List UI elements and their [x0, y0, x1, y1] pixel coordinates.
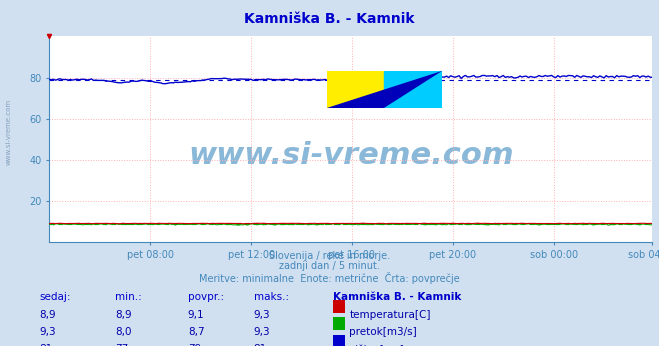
Text: www.si-vreme.com: www.si-vreme.com: [5, 98, 12, 165]
Text: Slovenija / reke in morje.: Slovenija / reke in morje.: [269, 251, 390, 261]
Text: pretok[m3/s]: pretok[m3/s]: [349, 327, 417, 337]
Text: 77: 77: [115, 344, 129, 346]
Text: Kamniška B. - Kamnik: Kamniška B. - Kamnik: [333, 292, 461, 302]
Text: Kamniška B. - Kamnik: Kamniška B. - Kamnik: [244, 12, 415, 26]
Bar: [327, 71, 384, 108]
Text: 8,9: 8,9: [40, 310, 56, 320]
Text: povpr.:: povpr.:: [188, 292, 224, 302]
Text: 81: 81: [254, 344, 267, 346]
Text: min.:: min.:: [115, 292, 142, 302]
Polygon shape: [384, 71, 442, 108]
Text: višina[cm]: višina[cm]: [349, 344, 404, 346]
Text: 9,3: 9,3: [40, 327, 56, 337]
Text: temperatura[C]: temperatura[C]: [349, 310, 431, 320]
Polygon shape: [327, 71, 442, 108]
Text: maks.:: maks.:: [254, 292, 289, 302]
Text: 9,3: 9,3: [254, 327, 270, 337]
Text: www.si-vreme.com: www.si-vreme.com: [188, 141, 514, 170]
Text: 8,0: 8,0: [115, 327, 132, 337]
Text: 8,9: 8,9: [115, 310, 132, 320]
Text: sedaj:: sedaj:: [40, 292, 71, 302]
Bar: [384, 71, 442, 108]
Text: 9,3: 9,3: [254, 310, 270, 320]
Text: zadnji dan / 5 minut.: zadnji dan / 5 minut.: [279, 261, 380, 271]
Text: 9,1: 9,1: [188, 310, 204, 320]
Text: Meritve: minimalne  Enote: metrične  Črta: povprečje: Meritve: minimalne Enote: metrične Črta:…: [199, 272, 460, 284]
Text: 81: 81: [40, 344, 53, 346]
Text: 8,7: 8,7: [188, 327, 204, 337]
Text: 79: 79: [188, 344, 201, 346]
